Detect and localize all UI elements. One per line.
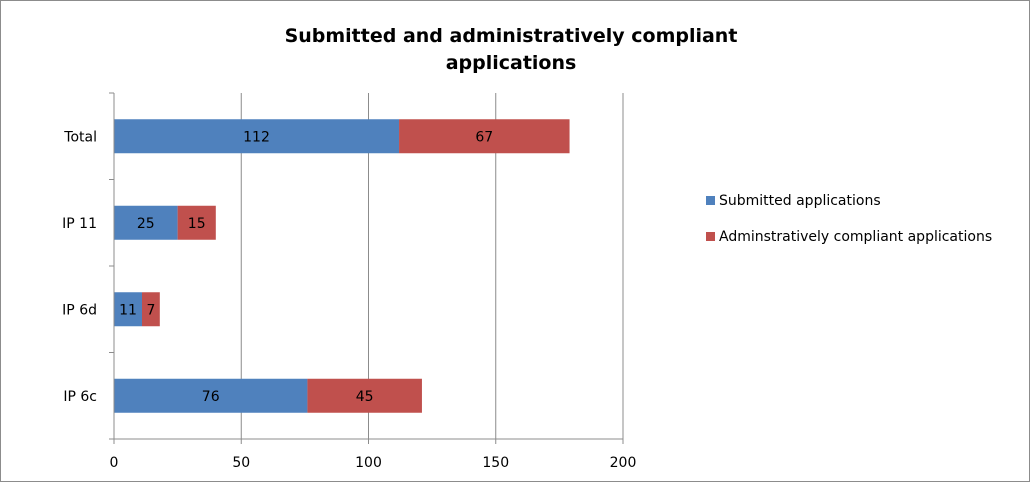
legend-label-submitted: Submitted applications: [719, 193, 881, 209]
category-label-ip-6c: IP 6c: [63, 389, 97, 405]
x-tick-label-50: 50: [232, 455, 250, 471]
data-label-ip-6c-compliant: 45: [356, 389, 374, 405]
bar-total-submitted: [114, 119, 400, 154]
category-label-ip-6d: IP 6d: [62, 302, 97, 318]
data-label-ip-6d-submitted: 11: [119, 302, 137, 318]
bar-ip-6d-submitted: [114, 292, 142, 327]
chart-title-line-2: applications: [445, 52, 577, 74]
legend: Submitted applications Adminstratively c…: [706, 191, 992, 263]
bar-ip-6d-compliant: [141, 292, 160, 327]
x-tick-label-150: 150: [482, 455, 509, 471]
data-label-ip-6c-submitted: 76: [202, 389, 220, 405]
x-tick-label-200: 200: [610, 455, 637, 471]
data-label-ip-11-compliant: 15: [188, 216, 206, 232]
category-label-total: Total: [63, 129, 97, 145]
bar-ip-6c-compliant: [307, 378, 422, 413]
legend-item-submitted: Submitted applications: [706, 191, 992, 227]
bar-total-compliant: [399, 119, 570, 154]
bar-ip-6c-submitted: [114, 378, 308, 413]
chart-title: Submitted and administratively compliant…: [271, 23, 751, 77]
x-tick-label-0: 0: [110, 455, 119, 471]
legend-swatch-submitted: [706, 196, 715, 205]
data-label-ip-6d-compliant: 7: [146, 302, 155, 318]
x-tick-label-100: 100: [355, 455, 382, 471]
category-label-ip-11: IP 11: [62, 216, 97, 232]
bar-ip-11-compliant: [177, 205, 216, 240]
data-label-total-submitted: 112: [243, 129, 270, 145]
legend-swatch-compliant: [706, 232, 715, 241]
data-label-ip-11-submitted: 25: [137, 216, 155, 232]
chart-title-line-1: Submitted and administratively compliant: [284, 25, 738, 47]
legend-item-compliant: Adminstratively compliant applications: [706, 227, 992, 263]
data-label-total-compliant: 67: [475, 129, 493, 145]
legend-label-compliant: Adminstratively compliant applications: [719, 229, 993, 245]
bar-ip-11-submitted: [114, 205, 178, 240]
